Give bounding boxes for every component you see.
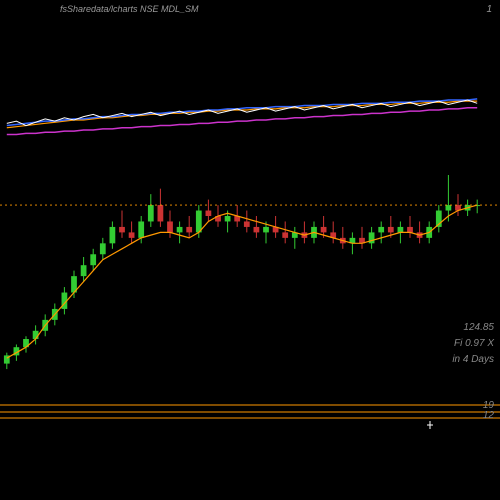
change-label: Fi 0.97 X: [454, 338, 494, 349]
chart-canvas[interactable]: [0, 0, 500, 500]
chart-svg: [0, 0, 500, 500]
lower-label-2: 12: [483, 410, 494, 421]
period-label: in 4 Days: [452, 354, 494, 365]
price-label: 124.85: [463, 322, 494, 333]
